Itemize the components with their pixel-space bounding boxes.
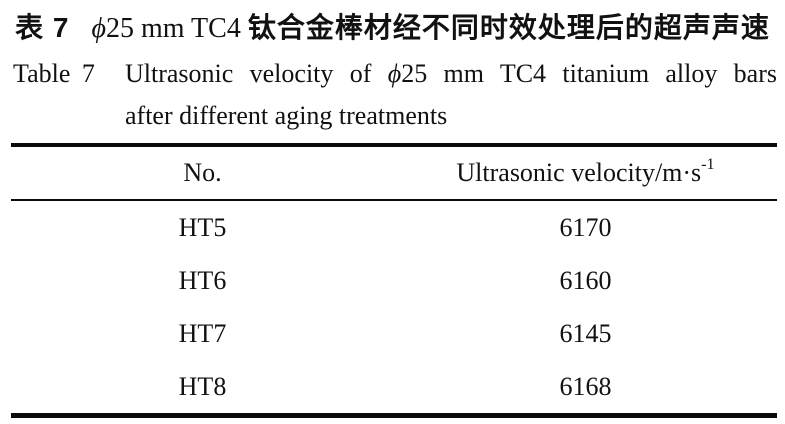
cell-no: HT6 xyxy=(178,265,227,295)
table-header-row: No. Ultrasonic velocity/m·s-1 xyxy=(11,145,777,201)
column-header-no: No. xyxy=(11,145,394,201)
cell-velocity: 6145 xyxy=(559,318,612,348)
table-row: HT7 6145 xyxy=(11,307,777,360)
phi-symbol: ϕ xyxy=(387,59,402,88)
cell-no: HT8 xyxy=(178,371,227,401)
caption-english-table-label: Table 7 xyxy=(13,59,95,88)
phi-symbol: ϕ xyxy=(91,13,107,44)
cell-no: HT7 xyxy=(178,318,227,348)
caption-english-line1-text: Ultrasonic velocity of ϕ25 mm TC4 titani… xyxy=(125,58,777,90)
cell-velocity: 6168 xyxy=(559,371,612,401)
caption-english-line2: after different aging treatments xyxy=(125,101,448,130)
caption-after-phi: 25 mm TC4 titanium alloy bars xyxy=(401,59,778,88)
caption-chinese: 表 7 ϕ25 mm TC4 钛合金棒材经不同时效处理后的超声声速 xyxy=(0,10,785,47)
table-row: HT5 6170 xyxy=(11,200,777,254)
cell-velocity: 6160 xyxy=(559,265,612,295)
cell-no: HT5 xyxy=(178,212,227,242)
caption-before-phi: Ultrasonic velocity of xyxy=(125,59,372,88)
caption-chinese-text: 钛合金棒材经不同时效处理后的超声声速 xyxy=(247,12,770,43)
caption-chinese-latin-part: 25 mm TC4 xyxy=(106,13,248,44)
column-header-velocity: Ultrasonic velocity/m·s-1 xyxy=(394,145,777,201)
caption-chinese-table-label: 表 7 xyxy=(15,12,70,43)
ultrasonic-velocity-table: No. Ultrasonic velocity/m·s-1 HT5 6170 H… xyxy=(11,143,777,418)
velocity-unit-superscript: -1 xyxy=(701,155,715,173)
table-row: HT8 6168 xyxy=(11,360,777,416)
caption-english-line1: Table 7 Ultrasonic velocity of ϕ25 mm TC… xyxy=(13,58,777,90)
column-header-velocity-text: Ultrasonic velocity/m·s xyxy=(456,158,702,187)
cell-velocity: 6170 xyxy=(559,212,612,242)
table-row: HT6 6160 xyxy=(11,254,777,307)
